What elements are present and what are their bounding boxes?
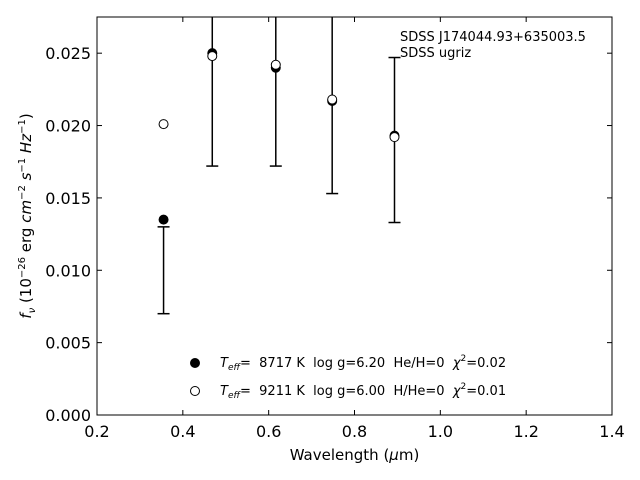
legend-entry-0: Teff= 8717 K log g=6.20 He/H=0 χ2=0.02 <box>220 354 506 373</box>
y-tick-label: 0.025 <box>45 44 91 63</box>
y-tick-label: 0.005 <box>45 334 91 353</box>
y-tick-label: 0.020 <box>45 117 91 136</box>
x-axis-label: Wavelength (μm) <box>290 446 420 464</box>
open-model-point <box>207 51 218 62</box>
x-tick-label: 0.2 <box>84 422 109 441</box>
y-tick-label: 0.015 <box>45 189 91 208</box>
x-tick-label: 0.6 <box>256 422 281 441</box>
annotation-survey: SDSS ugriz <box>400 46 471 61</box>
x-axis: 0.2 0.4 0.6 0.8 1.0 1.2 1.4 <box>84 17 625 441</box>
filled-model-point <box>158 214 169 225</box>
data-series <box>158 48 400 225</box>
error-bars <box>157 17 401 315</box>
open-model-point <box>389 132 400 143</box>
x-tick-label: 0.8 <box>342 422 367 441</box>
open-model-point <box>270 59 281 70</box>
open-model-point <box>158 119 169 130</box>
y-tick-label: 0.000 <box>45 406 91 425</box>
y-axis-label: fν (10−26 erg cm−2 s−1 Hz−1) <box>17 113 38 318</box>
legend-entry-1: Teff= 9211 K log g=6.00 H/He=0 χ2=0.01 <box>220 382 506 401</box>
legend: Teff= 8717 K log g=6.20 He/H=0 χ2=0.02 T… <box>190 354 506 401</box>
annotation-object-name: SDSS J174044.93+635003.5 <box>400 30 586 45</box>
x-tick-label: 0.4 <box>170 422 195 441</box>
x-tick-label: 1.0 <box>428 422 453 441</box>
y-axis: 0.000 0.005 0.010 0.015 0.020 0.025 <box>45 44 612 425</box>
legend-marker-filled <box>190 358 200 368</box>
x-tick-label: 1.2 <box>513 422 538 441</box>
x-tick-label: 1.4 <box>599 422 624 441</box>
legend-marker-open <box>190 386 200 396</box>
open-model-point <box>327 94 338 105</box>
y-tick-label: 0.010 <box>45 261 91 280</box>
